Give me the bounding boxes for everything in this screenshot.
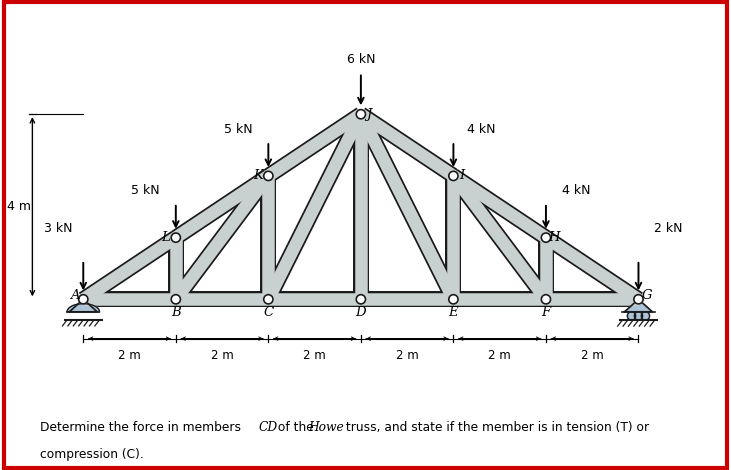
Text: K: K: [253, 169, 263, 182]
Text: 2 m: 2 m: [395, 349, 419, 362]
Text: 2 m: 2 m: [211, 349, 233, 362]
Text: 5 kN: 5 kN: [224, 123, 253, 136]
Text: 2 m: 2 m: [488, 349, 511, 362]
Text: 2 kN: 2 kN: [654, 221, 683, 235]
Circle shape: [627, 312, 636, 320]
Text: truss, and state if the member is in tension (T) or: truss, and state if the member is in ten…: [342, 421, 649, 434]
Circle shape: [449, 171, 458, 180]
Text: A: A: [70, 289, 80, 302]
Text: 2 m: 2 m: [118, 349, 141, 362]
Circle shape: [542, 295, 550, 304]
Text: Determine the force in members: Determine the force in members: [40, 421, 245, 434]
Text: 6 kN: 6 kN: [346, 53, 375, 66]
Circle shape: [79, 295, 88, 304]
Text: 4 kN: 4 kN: [561, 184, 590, 197]
Circle shape: [641, 312, 650, 320]
Text: J: J: [366, 108, 372, 121]
Text: 4 kN: 4 kN: [467, 123, 496, 136]
Circle shape: [356, 295, 366, 304]
Circle shape: [356, 110, 366, 119]
Text: 3 kN: 3 kN: [44, 221, 72, 235]
Text: compression (C).: compression (C).: [40, 448, 144, 461]
Text: D: D: [355, 306, 366, 319]
Text: Howe: Howe: [308, 421, 344, 434]
Polygon shape: [69, 299, 97, 312]
Circle shape: [264, 295, 273, 304]
Circle shape: [171, 233, 181, 242]
Circle shape: [171, 295, 181, 304]
Text: F: F: [542, 306, 550, 319]
Text: 5 kN: 5 kN: [132, 184, 160, 197]
Polygon shape: [624, 299, 652, 312]
Polygon shape: [67, 304, 99, 312]
Text: of the: of the: [274, 421, 318, 434]
Circle shape: [264, 171, 273, 180]
Text: G: G: [642, 289, 652, 302]
Text: H: H: [548, 231, 560, 244]
Circle shape: [635, 312, 643, 320]
Circle shape: [634, 295, 643, 304]
Circle shape: [449, 295, 458, 304]
Text: 2 m: 2 m: [581, 349, 604, 362]
Text: CD: CD: [258, 421, 277, 434]
Text: B: B: [171, 306, 181, 319]
Circle shape: [542, 233, 550, 242]
Text: C: C: [263, 306, 273, 319]
Text: E: E: [449, 306, 458, 319]
Text: I: I: [459, 169, 464, 182]
Text: 4 m: 4 m: [7, 200, 31, 213]
Text: L: L: [162, 231, 170, 244]
Text: 2 m: 2 m: [303, 349, 326, 362]
